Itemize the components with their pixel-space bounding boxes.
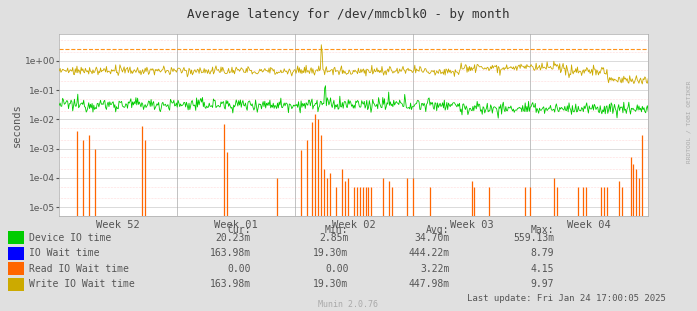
Text: Device IO time: Device IO time	[29, 233, 112, 243]
Text: Write IO Wait time: Write IO Wait time	[29, 279, 135, 289]
Text: Cur:: Cur:	[227, 225, 251, 235]
Text: Munin 2.0.76: Munin 2.0.76	[319, 299, 378, 309]
Text: 0.00: 0.00	[325, 264, 348, 274]
Text: Min:: Min:	[325, 225, 348, 235]
Text: RRDTOOL / TOBI OETIKER: RRDTOOL / TOBI OETIKER	[687, 80, 691, 163]
Text: Read IO Wait time: Read IO Wait time	[29, 264, 129, 274]
Text: 8.79: 8.79	[530, 248, 554, 258]
Y-axis label: seconds: seconds	[12, 103, 22, 147]
Text: 34.70m: 34.70m	[414, 233, 450, 243]
Text: IO Wait time: IO Wait time	[29, 248, 100, 258]
Text: 20.23m: 20.23m	[215, 233, 251, 243]
Text: Max:: Max:	[530, 225, 554, 235]
Text: Avg:: Avg:	[426, 225, 450, 235]
Text: Average latency for /dev/mmcblk0 - by month: Average latency for /dev/mmcblk0 - by mo…	[187, 8, 510, 21]
Text: 163.98m: 163.98m	[210, 279, 251, 289]
Text: 19.30m: 19.30m	[313, 248, 348, 258]
Text: 9.97: 9.97	[530, 279, 554, 289]
Text: 559.13m: 559.13m	[513, 233, 554, 243]
Text: 2.85m: 2.85m	[319, 233, 348, 243]
Text: 3.22m: 3.22m	[420, 264, 450, 274]
Text: 163.98m: 163.98m	[210, 248, 251, 258]
Text: 447.98m: 447.98m	[408, 279, 450, 289]
Text: 19.30m: 19.30m	[313, 279, 348, 289]
Text: Last update: Fri Jan 24 17:00:05 2025: Last update: Fri Jan 24 17:00:05 2025	[467, 294, 666, 303]
Text: 4.15: 4.15	[530, 264, 554, 274]
Text: 0.00: 0.00	[227, 264, 251, 274]
Text: 444.22m: 444.22m	[408, 248, 450, 258]
